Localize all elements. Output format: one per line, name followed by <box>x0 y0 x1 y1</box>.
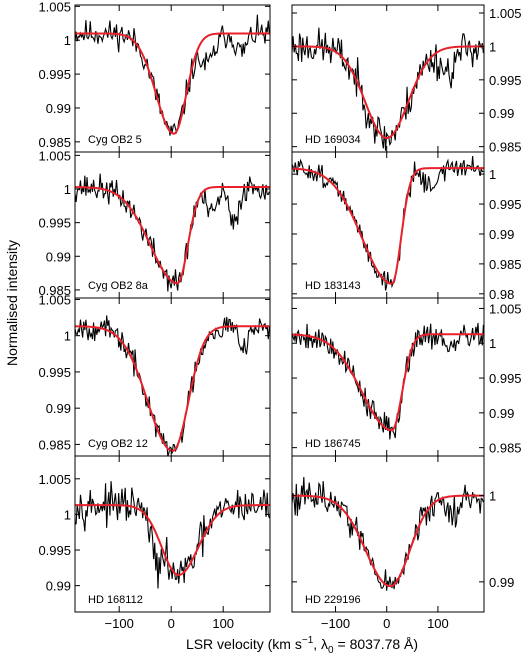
y-tick-label: 0.99 <box>46 101 71 116</box>
y-tick-label: 1 <box>489 167 496 182</box>
observed-spectrum-line <box>292 156 484 291</box>
y-tick-label: 0.99 <box>489 227 514 242</box>
panel-label: Cyg OB2 8a <box>88 280 149 292</box>
fit-profile-line <box>75 325 270 452</box>
y-tick-label: 1 <box>64 33 71 48</box>
panel-cyg-ob2-12: 0.985 0.99 0.995 1 1.005 Cyg OB2 12 <box>38 292 271 457</box>
panel-cyg-ob2-5: 0.985 0.99 0.995 1 1.005 Cyg OB2 5 <box>38 0 271 153</box>
fit-profile-line <box>292 333 484 432</box>
y-tick-label: 0.985 <box>38 135 71 150</box>
panel-hd-229196: 0.99 1 −100 0 100 HD 229196 <box>291 455 514 631</box>
observed-spectrum-line <box>292 476 484 591</box>
fit-profile-line <box>292 45 484 139</box>
y-tick-label: 1.005 <box>38 148 71 163</box>
y-tick-label: 0.99 <box>46 579 71 594</box>
observed-spectrum-line <box>75 481 270 589</box>
y-tick-label: 0.995 <box>489 197 522 212</box>
panel-label: HD 183143 <box>305 280 361 292</box>
y-tick-label: 0.98 <box>489 287 514 302</box>
x-tick-label: 100 <box>212 616 234 631</box>
fit-profile-line <box>75 504 270 576</box>
fit-profile-line <box>292 494 484 588</box>
y-tick-label: 0.985 <box>38 437 71 452</box>
y-tick-label: 0.995 <box>38 216 71 231</box>
panel-frame <box>291 455 485 613</box>
x-tick-label: −100 <box>321 616 350 631</box>
panel-label: HD 229196 <box>305 594 361 606</box>
panel-label: Cyg OB2 5 <box>88 134 142 146</box>
observed-spectrum-line <box>292 322 484 440</box>
panel-frame <box>74 151 271 299</box>
panel-label: Cyg OB2 12 <box>88 438 148 450</box>
x-tick-label: −100 <box>105 616 134 631</box>
y-tick-label: 1 <box>64 329 71 344</box>
y-tick-label: 1 <box>489 39 496 54</box>
fit-profile-line <box>75 185 270 285</box>
y-tick-label: 0.99 <box>46 249 71 264</box>
panel-label: HD 168112 <box>88 594 143 606</box>
y-tick-label: 0.995 <box>38 543 71 558</box>
y-tick-label: 0.985 <box>38 283 71 298</box>
observed-spectrum-line <box>75 315 270 456</box>
y-axis-title: Normalised intensity <box>4 240 20 366</box>
y-tick-label: 0.985 <box>489 441 522 456</box>
panel-label: HD 169034 <box>305 134 361 146</box>
x-tick-label: 0 <box>168 616 175 631</box>
fit-profile-line <box>292 167 484 285</box>
y-tick-label: 0.99 <box>489 575 514 590</box>
panel-cyg-ob2-8a: 0.985 0.99 0.995 1 1.005 Cyg OB2 8a <box>38 148 271 299</box>
x-tick-label: 0 <box>383 616 390 631</box>
y-tick-label: 1.005 <box>489 301 522 316</box>
y-tick-label: 1 <box>489 336 496 351</box>
y-tick-label: 1.005 <box>489 6 522 21</box>
y-tick-label: 1 <box>64 507 71 522</box>
y-tick-label: 1 <box>64 182 71 197</box>
panel-hd-186745: 0.985 0.99 0.995 1 1.005 HD 186745 <box>291 297 522 457</box>
y-tick-label: 0.995 <box>489 371 522 386</box>
y-tick-label: 0.99 <box>489 106 514 121</box>
panel-frame <box>291 297 485 457</box>
y-tick-label: 0.995 <box>38 365 71 380</box>
panel-hd-183143: 0.98 0.985 0.99 0.995 1 HD 183143 <box>291 151 522 302</box>
y-tick-label: 1.005 <box>38 472 71 487</box>
y-tick-label: 0.985 <box>489 257 522 272</box>
y-tick-label: 0.99 <box>46 401 71 416</box>
x-axis-title: LSR velocity (km s−1, λ0 = 8037.78 Å) <box>186 635 418 656</box>
y-tick-label: 1.005 <box>38 292 71 307</box>
observed-spectrum-line <box>75 173 270 292</box>
fit-profile-line <box>75 32 270 135</box>
observed-spectrum-line <box>292 27 484 151</box>
y-tick-label: 0.995 <box>489 73 522 88</box>
panel-frame <box>74 455 271 613</box>
y-tick-label: 0.985 <box>489 140 522 155</box>
panel-frame <box>291 4 485 153</box>
y-tick-label: 1 <box>489 489 496 504</box>
y-tick-label: 0.99 <box>489 406 514 421</box>
x-tick-label: 100 <box>427 616 449 631</box>
panel-hd-168112: 0.99 0.995 1 1.005 −100 0 100 HD 168112 <box>38 455 271 631</box>
y-tick-label: 1.005 <box>38 0 71 14</box>
panel-hd-169034: 0.985 0.99 0.995 1 1.005 HD 169034 <box>291 4 522 155</box>
panel-label: HD 186745 <box>305 438 361 450</box>
y-tick-label: 0.995 <box>38 67 71 82</box>
